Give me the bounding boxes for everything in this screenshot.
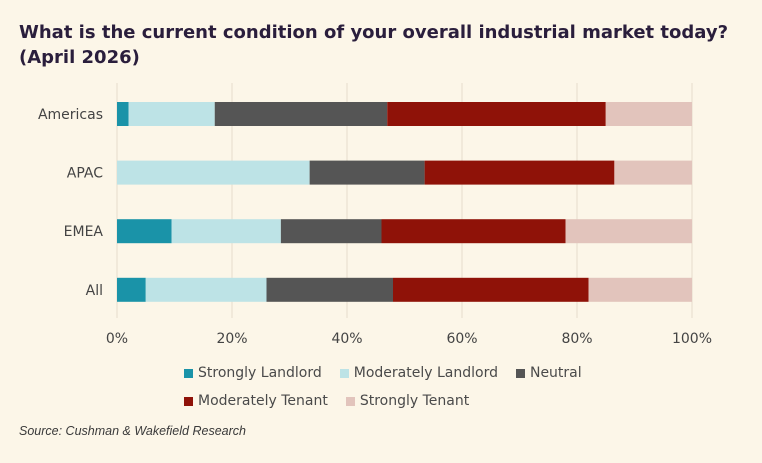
legend-swatch [339, 368, 349, 378]
source-note: Source: Cushman & Wakefield Research [19, 424, 246, 438]
legend-item-moderately-tenant: Moderately Tenant [184, 393, 328, 409]
bar-segment [387, 102, 606, 126]
category-label: EMEA [64, 224, 104, 240]
legend-row-2: Moderately Tenant Strongly Tenant [184, 387, 664, 415]
category-label: APAC [67, 166, 103, 182]
bar-segment [309, 160, 425, 185]
category-label: All [86, 283, 103, 299]
legend-swatch [184, 396, 193, 406]
x-tick-label: 100% [672, 331, 712, 347]
bar-segment [117, 219, 172, 244]
bar-segment [393, 277, 589, 302]
x-tick-label: 20% [216, 331, 247, 347]
legend-label: Moderately Landlord [353, 365, 498, 381]
bar-segment [117, 160, 310, 185]
bar-segment [266, 277, 393, 302]
category-label: Americas [38, 107, 103, 123]
legend-row-1: Strongly Landlord Moderately Landlord Ne… [184, 359, 664, 387]
bar-segment [280, 219, 382, 244]
bar-segment [381, 219, 566, 244]
x-tick-label: 60% [446, 331, 477, 347]
legend-label: Moderately Tenant [198, 393, 328, 409]
legend-label: Strongly Landlord [198, 365, 322, 381]
bar-segment [424, 160, 615, 185]
bar-segment [588, 277, 692, 302]
legend-swatch [345, 396, 355, 406]
legend-swatch [184, 368, 193, 378]
legend-item-strongly-tenant: Strongly Tenant [345, 393, 470, 409]
bar-segment [171, 219, 281, 244]
bar-segment [117, 277, 146, 302]
x-tick-label: 0% [106, 331, 128, 347]
legend-swatch [515, 368, 525, 378]
bar-segment [565, 219, 692, 244]
legend-item-moderately-landlord: Moderately Landlord [339, 365, 498, 381]
bar-segment [117, 102, 129, 126]
bar-segment [614, 160, 692, 185]
stacked-bar-chart: Americas APAC EMEA All 0% 20% 40% 60% 80% 100% [38, 83, 712, 347]
bar-segment [128, 102, 215, 126]
x-tick-label: 40% [331, 331, 362, 347]
x-tick-label: 80% [561, 331, 592, 347]
legend-item-strongly-landlord: Strongly Landlord [184, 365, 322, 381]
chart-title: What is the current condition of your ov… [19, 22, 729, 68]
bar-segment [145, 277, 267, 302]
legend-label: Neutral [529, 365, 582, 381]
legend-item-neutral: Neutral [515, 365, 582, 381]
bar-segment [214, 102, 388, 126]
legend: Strongly Landlord Moderately Landlord Ne… [184, 359, 664, 415]
bar-segment [605, 102, 692, 126]
legend-label: Strongly Tenant [359, 393, 470, 409]
